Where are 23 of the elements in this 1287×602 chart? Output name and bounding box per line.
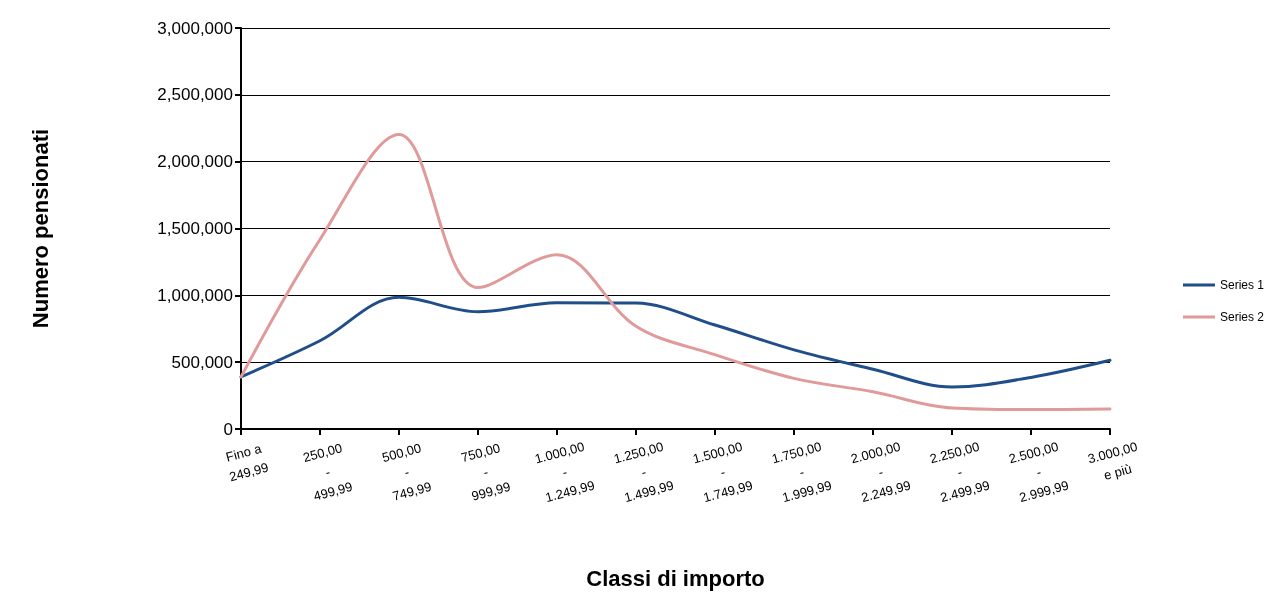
y-tick-label: 0 <box>223 419 233 439</box>
x-axis-title: Classi di importo <box>586 565 765 591</box>
x-tick-label: 1.500,00 - 1.749,99 <box>691 438 755 506</box>
x-tick-label: 1.250,00 - 1.499,99 <box>612 438 676 506</box>
y-tick-label: 2,000,000 <box>157 152 233 172</box>
legend-label: Series 2 <box>1219 310 1265 324</box>
y-tick-label: 1,000,000 <box>157 285 233 305</box>
x-tick-label: 3.000,00 e più <box>1086 438 1139 483</box>
x-tick-label: 500,00 - 749,99 <box>380 440 434 504</box>
x-tick-label: 250,00 - 499,99 <box>301 440 355 504</box>
y-tick-label: 2,500,000 <box>157 85 233 105</box>
x-tick-label: 2.000,00 - 2.249,99 <box>849 438 913 506</box>
x-tick-label: 750,00 - 999,99 <box>459 440 513 504</box>
x-tick-label: 1.750,00 - 1.999,99 <box>770 438 834 506</box>
y-tick-label: 3,000,000 <box>157 18 233 38</box>
y-tick-label: 1,500,000 <box>157 219 233 238</box>
x-tick-label: 2.500,00 - 2.999,99 <box>1007 438 1071 506</box>
y-tick-label: 500,000 <box>171 352 233 372</box>
x-tick-label: 2.250,00 - 2.499,99 <box>928 438 992 506</box>
legend-label: Series 1 <box>1219 278 1265 292</box>
x-tick-label: 1.000,00 - 1.249,99 <box>533 438 597 506</box>
x-tick-label: Fino a 249,99 <box>224 440 270 485</box>
y-axis-title: Numero pensionati <box>27 128 53 329</box>
